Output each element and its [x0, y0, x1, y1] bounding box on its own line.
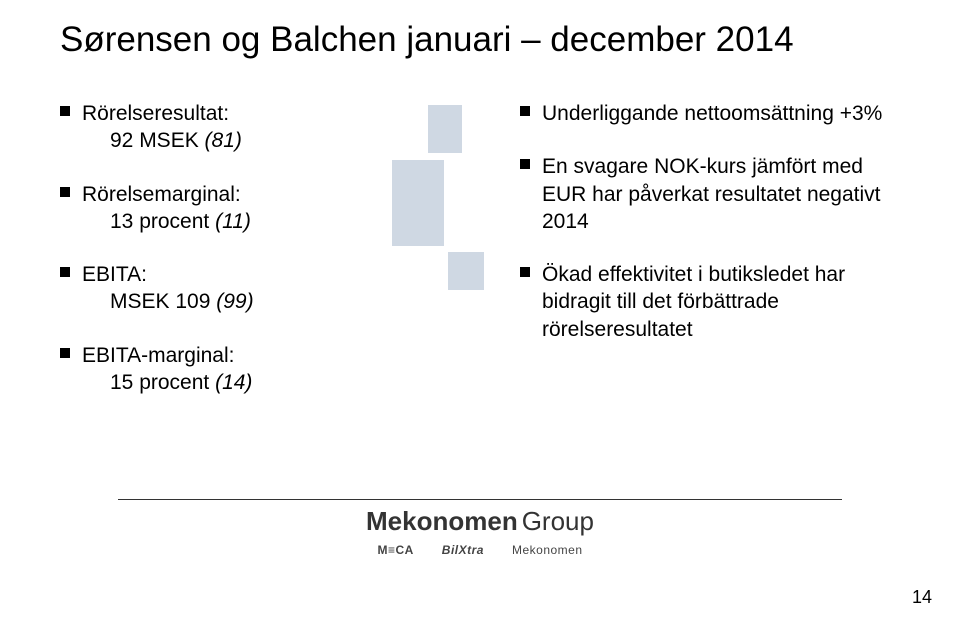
left-bullets: Rörelseresultat: 92 MSEK (81) Rörelsemar… [60, 100, 460, 396]
list-item: En svagare NOK-kurs jämfört med EUR har … [520, 153, 900, 235]
page-title: Sørensen og Balchen januari – december 2… [60, 20, 900, 60]
item-value-compare: (14) [215, 371, 252, 394]
list-item: Underliggande nettoomsättning +3% [520, 100, 900, 127]
item-label: Rörelsemarginal: [82, 183, 241, 206]
right-column: Underliggande nettoomsättning +3% En sva… [480, 100, 900, 422]
list-item: Rörelseresultat: 92 MSEK (81) [60, 100, 460, 155]
group-logo: Mekonomen Group [366, 506, 594, 537]
item-label: EBITA: [82, 263, 147, 286]
item-value-compare: (11) [215, 210, 251, 233]
left-column: Rörelseresultat: 92 MSEK (81) Rörelsemar… [60, 100, 480, 422]
item-value: 15 procent (14) [82, 369, 460, 396]
logo-light: Group [522, 506, 594, 537]
list-item: Ökad effektivitet i butiksledet har bidr… [520, 261, 900, 343]
item-value-compare: (81) [205, 129, 242, 152]
item-value-main: 13 procent [110, 210, 215, 233]
logo-bold: Mekonomen [366, 506, 518, 537]
footer: Mekonomen Group M≡CA BilXtra Mekonomen [0, 506, 960, 559]
list-item: Rörelsemarginal: 13 procent (11) [60, 181, 460, 236]
sublogos: M≡CA BilXtra Mekonomen [377, 543, 582, 557]
item-value-compare: (99) [216, 290, 253, 313]
list-item: EBITA: MSEK 109 (99) [60, 261, 460, 316]
item-label: Rörelseresultat: [82, 102, 229, 125]
footer-divider [118, 499, 842, 500]
page-number: 14 [912, 587, 932, 608]
item-value: 92 MSEK (81) [82, 127, 460, 154]
item-value-main: 15 procent [110, 371, 215, 394]
item-value: MSEK 109 (99) [82, 288, 460, 315]
sublogo-meca: M≡CA [377, 543, 413, 557]
sublogos-row: M≡CA BilXtra Mekonomen [0, 537, 960, 559]
slide: Sørensen og Balchen januari – december 2… [0, 0, 960, 630]
sublogo-mekonomen: Mekonomen [512, 543, 583, 557]
right-bullets: Underliggande nettoomsättning +3% En sva… [520, 100, 900, 343]
item-label: EBITA-marginal: [82, 344, 235, 367]
item-value-main: 92 MSEK [110, 129, 205, 152]
item-value: 13 procent (11) [82, 208, 460, 235]
item-value-main: MSEK 109 [110, 290, 216, 313]
sublogo-bilxtra: BilXtra [442, 543, 484, 557]
list-item: EBITA-marginal: 15 procent (14) [60, 342, 460, 397]
